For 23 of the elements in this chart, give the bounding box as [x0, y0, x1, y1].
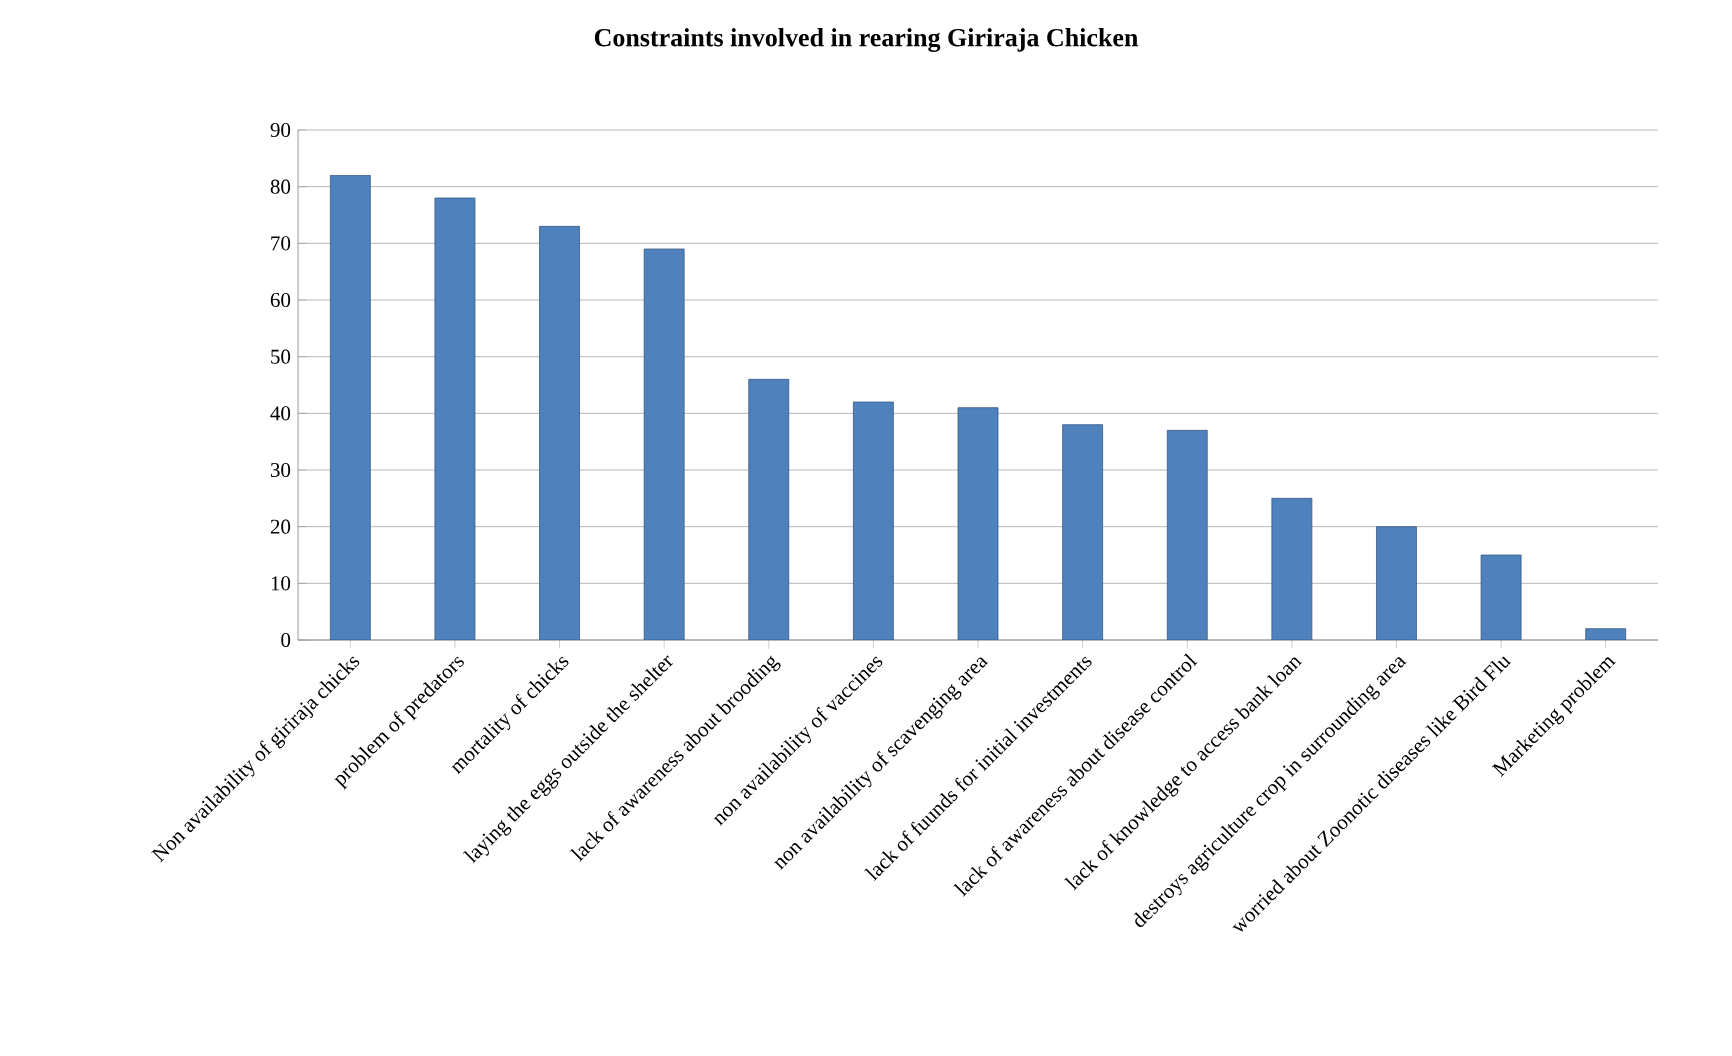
y-tick-label: 30: [270, 462, 291, 478]
y-tick-label: 0: [281, 632, 291, 648]
bar: [1376, 526, 1417, 641]
chart-title: Constraints involved in rearing Giriraja Chicken: [594, 28, 1139, 52]
y-tick-label: 70: [271, 236, 291, 251]
bar: [1166, 429, 1208, 641]
bar: [1062, 424, 1104, 641]
bar: [539, 225, 580, 641]
y-tick-label: 60: [270, 292, 291, 308]
bar: [853, 401, 894, 641]
y-tick-label: 20: [270, 519, 291, 534]
y-tick-label: 10: [271, 576, 291, 591]
bar: [434, 197, 476, 641]
bar: [957, 407, 999, 641]
bar: [329, 174, 371, 641]
y-tick-label: 40: [270, 406, 291, 421]
bar: [1480, 554, 1522, 641]
bar: [643, 248, 685, 641]
bar: [1271, 497, 1313, 641]
y-tick-label: 50: [271, 349, 291, 364]
y-tick-label: 80: [270, 179, 291, 194]
y-tick-label: 90: [270, 122, 291, 138]
bar: [748, 378, 790, 641]
